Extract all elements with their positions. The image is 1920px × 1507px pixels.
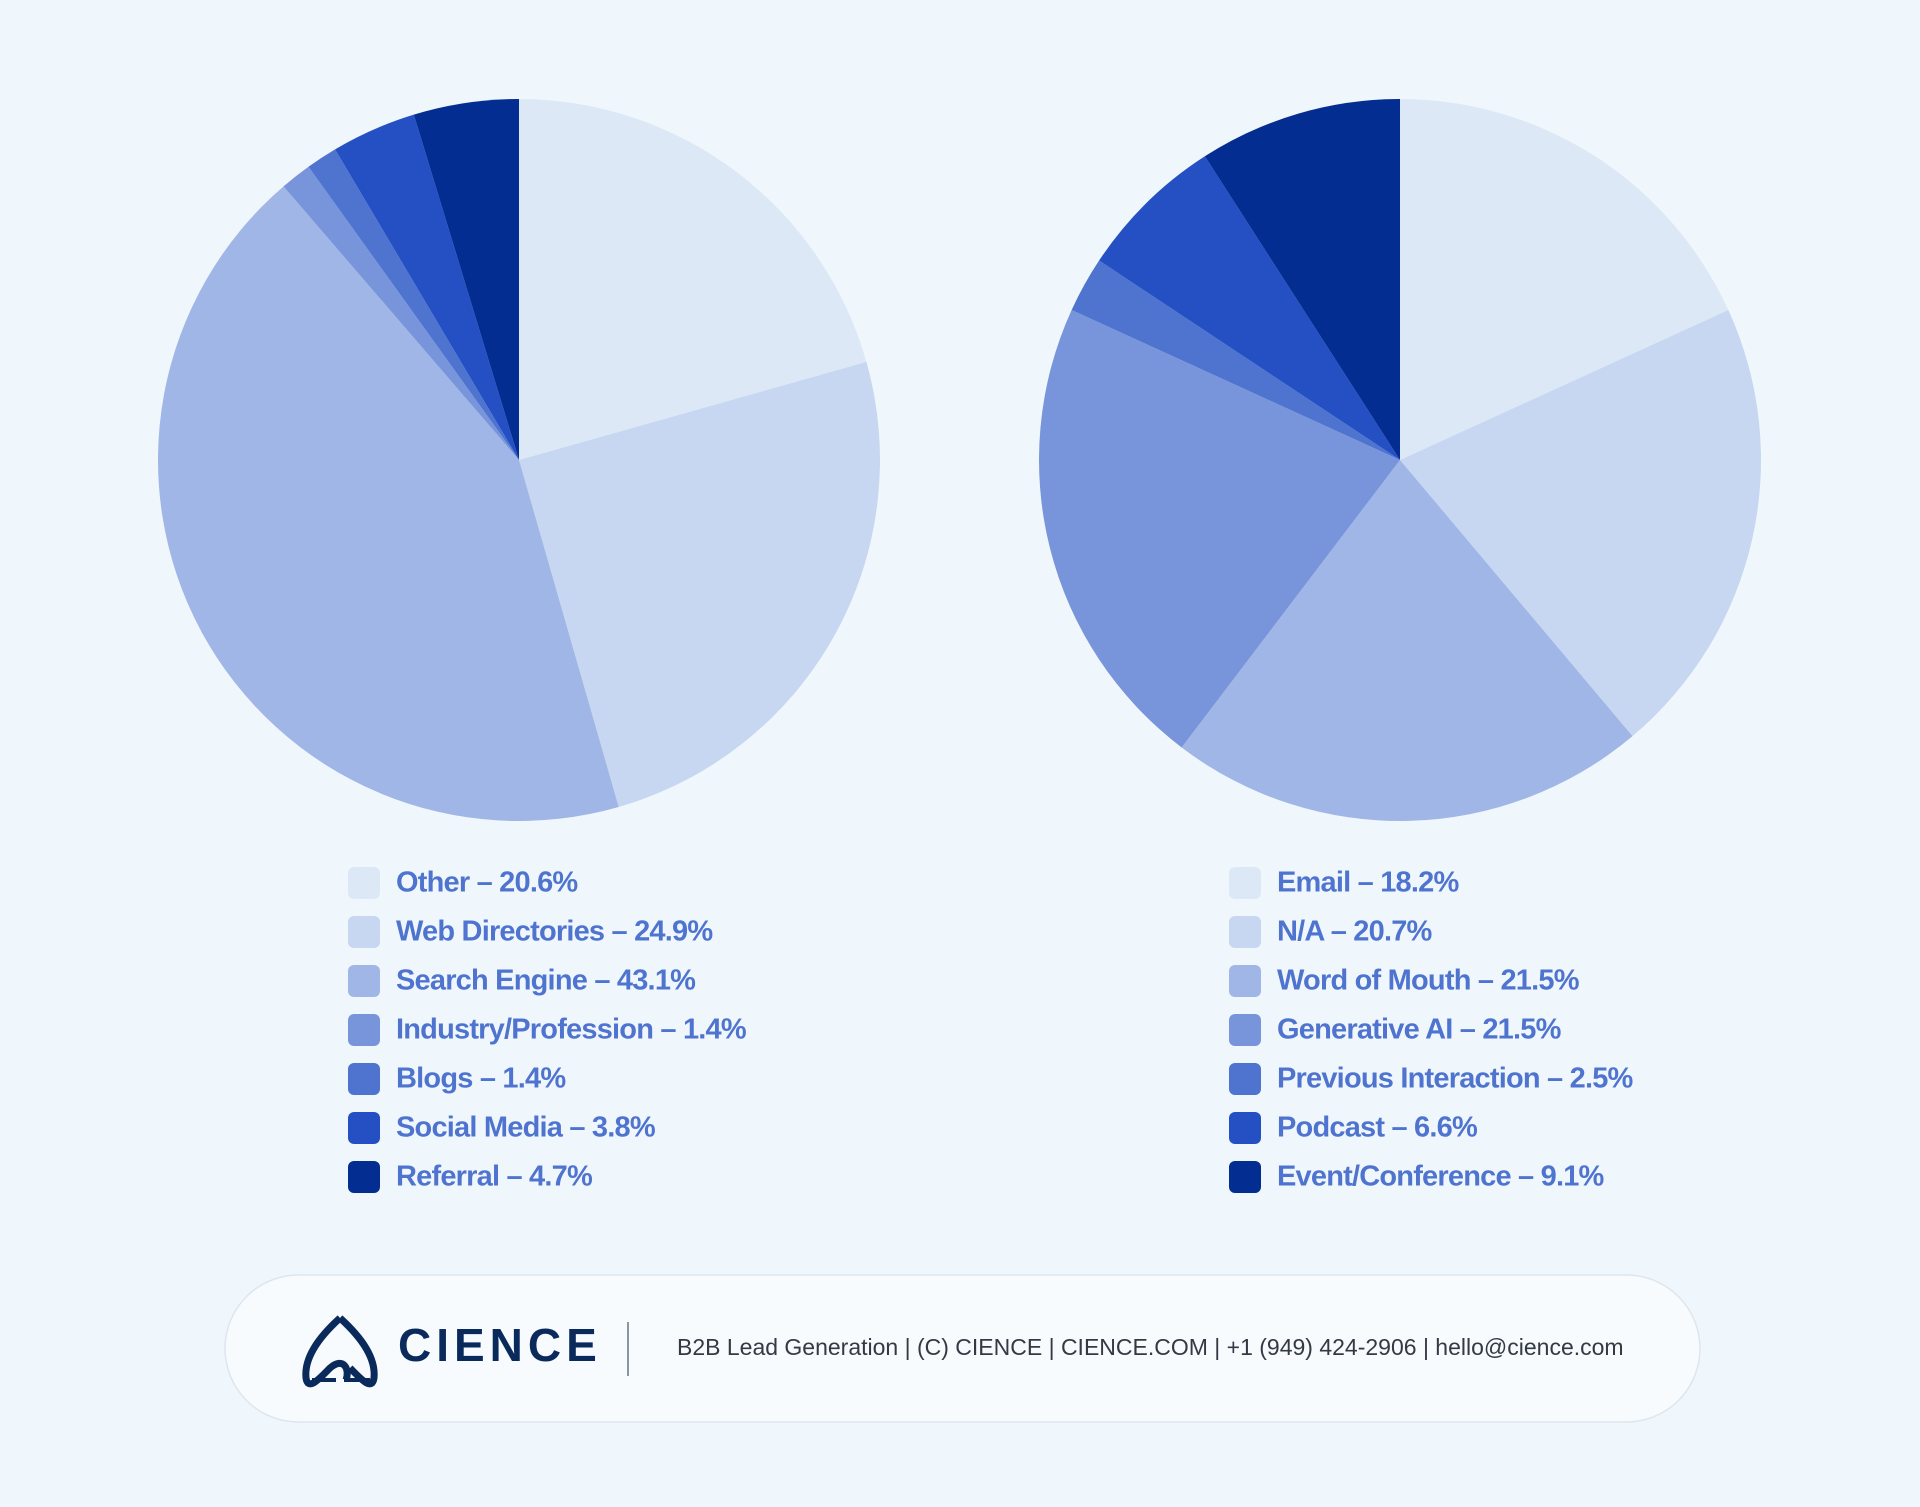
legend: Other – 20.6% Web Directories – 24.9% Sear… (348, 867, 748, 1193)
legend-label: Blogs – 1.4% (396, 1063, 566, 1095)
legend-swatch (348, 1063, 380, 1095)
footer: CIENCE B2B Lead Generation | (C) CIENCE … (224, 1274, 1701, 1423)
pie-slice (1400, 310, 1762, 737)
legend: Email – 18.2% N/A – 20.7% Word of Mouth – … (1229, 867, 1634, 1193)
legend-label: Generative AI – 21.5% (1277, 1014, 1562, 1046)
pie-slice (335, 114, 519, 460)
pie-chart (158, 99, 880, 821)
legend-swatch (1229, 867, 1261, 899)
legend-label: Industry/Profession – 1.4% (396, 1014, 747, 1046)
legend-swatch (348, 1014, 380, 1046)
legend-label: Other – 20.6% (396, 867, 578, 899)
legend-swatch (1229, 916, 1261, 948)
legend-label: Word of Mouth – 21.5% (1277, 965, 1580, 997)
legend-swatch (348, 867, 380, 899)
legend-swatch (1229, 1161, 1261, 1193)
legend-swatch (348, 1161, 380, 1193)
legend-label: Event/Conference – 9.1% (1277, 1161, 1605, 1193)
legend-label: Web Directories – 24.9% (396, 916, 713, 948)
legend-swatch (348, 965, 380, 997)
legend-swatch (1229, 1112, 1261, 1144)
logo-icon (302, 1315, 378, 1388)
legend-label: Email – 18.2% (1277, 867, 1459, 899)
pie-slice (1400, 99, 1729, 460)
legend-swatch (1229, 1063, 1261, 1095)
pie-chart (1039, 99, 1762, 822)
pie-slice (283, 166, 519, 460)
footer-text: B2B Lead Generation | (C) CIENCE | CIENC… (677, 1334, 1624, 1360)
pie-slice (1071, 260, 1400, 460)
legend-swatch (348, 1112, 380, 1144)
pie-slice (519, 361, 880, 807)
pie-slice (413, 99, 519, 460)
brand-name: CIENCE (398, 1319, 602, 1371)
footer-pill (224, 1274, 1701, 1423)
pie-slice (519, 99, 867, 460)
pie-slice (158, 186, 619, 821)
pie-slice (1181, 460, 1633, 822)
legend-swatch (1229, 965, 1261, 997)
legend-label: Previous Interaction – 2.5% (1277, 1063, 1634, 1095)
legend-swatch (1229, 1014, 1261, 1046)
legend-swatch (348, 916, 380, 948)
pie-slice (1099, 156, 1400, 460)
legend-label: Search Engine – 43.1% (396, 965, 696, 997)
legend-label: Podcast – 6.6% (1277, 1112, 1478, 1144)
pie-slice (1039, 310, 1400, 748)
legend-label: Social Media – 3.8% (396, 1112, 656, 1144)
legend-label: Referral – 4.7% (396, 1161, 593, 1193)
pie-slice (1204, 99, 1400, 460)
pie-slice (308, 149, 519, 460)
legend-label: N/A – 20.7% (1277, 916, 1433, 948)
